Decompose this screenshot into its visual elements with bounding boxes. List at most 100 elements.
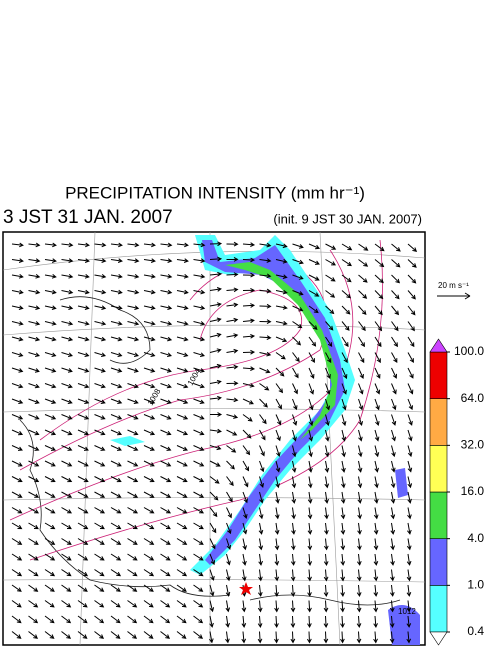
wind-arrow	[77, 383, 90, 389]
wind-arrow	[290, 538, 296, 551]
wind-arrow	[391, 460, 396, 473]
wind-arrow	[28, 242, 41, 248]
wind-arrow	[143, 383, 156, 389]
wind-arrow	[127, 631, 138, 639]
wind-arrow	[94, 429, 106, 436]
wind-arrow	[94, 522, 105, 530]
wind-arrow	[44, 274, 57, 279]
wind-arrow	[340, 584, 345, 598]
wind-arrow	[274, 538, 280, 551]
wind-arrow	[226, 380, 239, 386]
wind-arrow	[356, 553, 362, 566]
wind-arrow	[356, 600, 362, 613]
wind-arrow	[193, 445, 205, 451]
wind-arrow	[275, 243, 288, 249]
wind-arrow	[357, 460, 363, 473]
colorbar-under	[429, 631, 448, 646]
wind-arrow	[127, 584, 138, 592]
title: PRECIPITATION INTENSITY (mm hr⁻¹)	[65, 183, 365, 202]
wind-arrow	[275, 476, 280, 489]
wind-arrow	[259, 319, 272, 325]
wind-arrow	[324, 476, 330, 489]
wind-arrow	[259, 367, 271, 374]
wind-arrow	[28, 538, 39, 545]
wind-arrow	[257, 600, 263, 613]
wind-arrow	[226, 445, 237, 453]
wind-arrow	[176, 383, 189, 389]
wind-arrow	[209, 569, 215, 581]
wind-arrow	[341, 383, 347, 395]
wind-arrow	[94, 507, 106, 514]
colorbar-tick-label: 100.0	[454, 344, 484, 358]
wind-arrow	[374, 476, 379, 489]
wind-arrow	[226, 429, 238, 436]
wind-arrow	[61, 321, 74, 326]
wind-arrow	[28, 321, 41, 326]
wind-arrow	[242, 414, 253, 422]
wind-arrow	[340, 491, 346, 504]
wind-arrow	[11, 600, 22, 608]
wind-arrow	[110, 460, 122, 467]
wind-arrow	[210, 412, 223, 417]
wind-arrow	[291, 507, 296, 520]
wind-arrow	[323, 569, 329, 582]
wind-arrow	[44, 242, 57, 248]
wind-arrow	[61, 569, 72, 577]
wind-arrow	[242, 318, 255, 324]
coastlines	[19, 296, 401, 606]
wind-arrow	[94, 414, 106, 420]
wind-arrow	[259, 476, 264, 489]
wind-arrow	[226, 364, 239, 370]
wind-arrow	[357, 476, 363, 489]
wind-arrow	[242, 303, 256, 308]
wind-arrow	[77, 600, 88, 608]
wind-arrow	[143, 305, 156, 310]
wind-arrow	[176, 584, 187, 592]
wind-arrow	[160, 274, 173, 279]
wind-arrow	[275, 429, 281, 442]
wind-arrow	[292, 429, 297, 442]
wind-arrow	[61, 383, 73, 389]
wind-arrow	[94, 631, 105, 639]
wind-arrow	[241, 631, 247, 644]
wind-arrow	[407, 383, 414, 395]
wind-arrow	[340, 538, 346, 551]
wind-arrow	[28, 507, 40, 514]
wind-arrow	[292, 414, 298, 426]
wind-arrow	[176, 569, 188, 577]
wind-arrow	[143, 321, 156, 326]
wind-arrow	[374, 367, 381, 379]
wind-arrow	[209, 476, 220, 484]
wind-arrow	[290, 615, 296, 629]
wind-arrow	[358, 259, 369, 267]
wind-arrow	[225, 600, 231, 613]
wind-arrow	[127, 460, 139, 467]
wind-arrow	[241, 569, 247, 582]
wind-arrow	[44, 507, 56, 514]
wind-arrow	[94, 584, 105, 592]
wind-arrow	[193, 584, 204, 592]
wind-arrow	[44, 321, 57, 326]
wind-arrow	[258, 569, 263, 582]
wind-arrow	[61, 274, 74, 279]
wind-arrow	[127, 336, 140, 342]
colorbar-segment	[429, 351, 448, 399]
wind-arrow	[225, 631, 230, 644]
wind-arrow	[325, 290, 336, 298]
wind-arrow	[127, 491, 139, 498]
wind-arrow	[143, 367, 156, 373]
wind-arrow	[292, 305, 304, 312]
wind-arrow	[160, 383, 172, 389]
wind-arrow	[160, 460, 172, 467]
wind-arrow	[373, 553, 379, 566]
wind-arrow	[407, 259, 417, 268]
wind-arrow	[209, 507, 218, 518]
wind-arrow	[110, 507, 122, 514]
wind-arrow	[259, 273, 272, 279]
wind-arrow	[193, 631, 204, 639]
wind-arrow	[61, 289, 74, 295]
wind-arrow	[28, 553, 39, 561]
wind-arrow	[77, 429, 90, 436]
wind-arrow	[11, 305, 24, 310]
wind-arrow	[77, 289, 90, 295]
